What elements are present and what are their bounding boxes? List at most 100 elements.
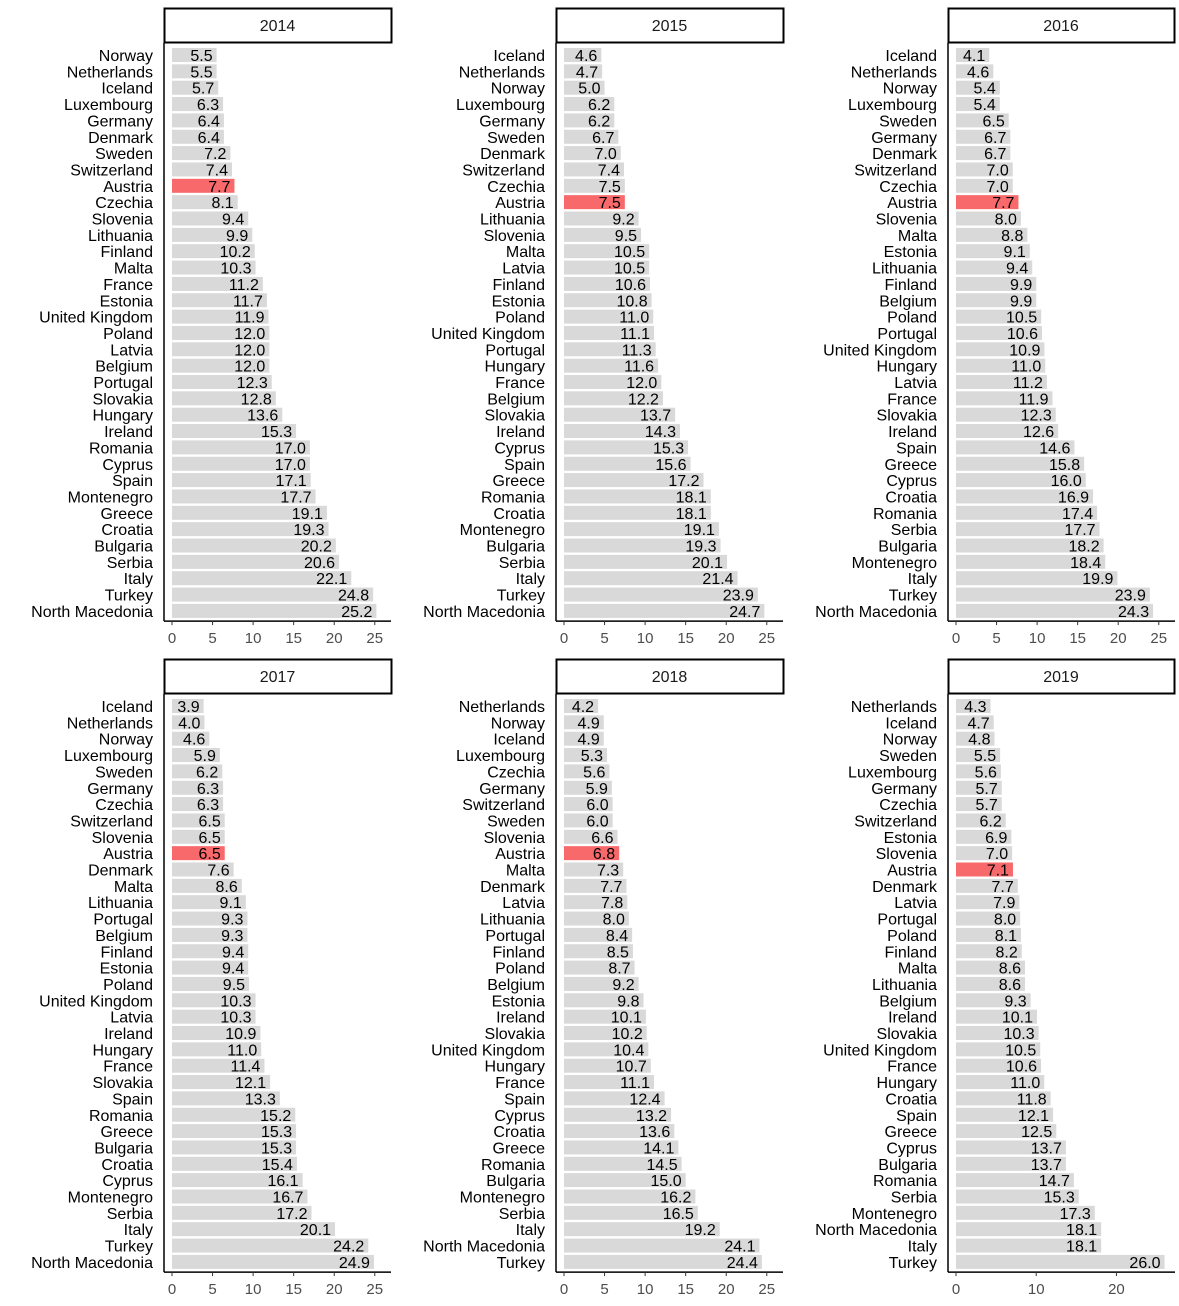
value-label: 12.3: [237, 375, 268, 392]
bar-turkey: [172, 1238, 369, 1253]
value-label: 8.4: [606, 928, 628, 945]
value-label: 9.4: [222, 961, 244, 978]
category-label: Serbia: [499, 1206, 545, 1223]
category-label: Turkey: [497, 588, 545, 605]
value-label: 9.9: [1010, 293, 1032, 310]
value-label: 4.2: [572, 699, 594, 716]
value-label: 4.7: [576, 64, 598, 81]
bar-netherlands: [956, 699, 991, 713]
bar-latvia: [564, 260, 650, 275]
category-label: Romania: [481, 1157, 545, 1174]
category-label: France: [103, 277, 153, 294]
bar-latvia: [172, 1009, 256, 1024]
category-label: Denmark: [88, 863, 154, 880]
category-label: Romania: [873, 506, 937, 523]
x-tick-label: 0: [952, 630, 960, 647]
category-label: Netherlands: [851, 699, 937, 716]
bar-norway: [172, 48, 217, 62]
value-label: 4.6: [183, 732, 205, 749]
value-label: 9.3: [221, 928, 243, 945]
category-label: Hungary: [877, 1075, 937, 1092]
facet-strip: [947, 658, 1176, 695]
bar-slovenia: [956, 211, 1021, 226]
bar-ireland: [172, 1026, 261, 1040]
bar-lithuania: [956, 976, 1025, 991]
category-label: Czechia: [879, 179, 937, 196]
value-label: 8.1: [995, 928, 1017, 945]
value-label: 20.1: [692, 555, 723, 572]
bar-iceland: [956, 48, 990, 62]
value-label: 9.4: [222, 212, 244, 229]
category-label: Portugal: [485, 342, 545, 359]
facet-strip: [163, 7, 393, 44]
bar-greece: [172, 505, 327, 520]
category-label: Hungary: [93, 408, 153, 425]
value-label: 17.2: [276, 1206, 307, 1223]
category-label: Italy: [124, 1222, 153, 1239]
category-label: Montenegro: [68, 489, 153, 506]
x-tick-label: 5: [208, 630, 216, 647]
bar-switzerland: [956, 813, 1006, 828]
category-label: United Kingdom: [39, 310, 153, 327]
category-label: Iceland: [101, 699, 153, 716]
category-label: Luxembourg: [456, 748, 545, 765]
category-label: Poland: [103, 326, 153, 343]
facet-title: 2018: [652, 669, 688, 686]
bar-croatia: [172, 522, 329, 537]
x-tick-label: 25: [758, 630, 775, 647]
value-label: 7.4: [598, 162, 620, 179]
category-label: Bulgaria: [94, 539, 153, 556]
value-label: 13.7: [1031, 1157, 1062, 1174]
bar-netherlands: [172, 64, 217, 79]
category-label: Netherlands: [851, 64, 937, 81]
value-label: 8.0: [995, 212, 1017, 229]
category-label: Croatia: [885, 489, 937, 506]
facet-panel-2016: 2016 Iceland 4.1 Netherlands 4.6 Norway 5.4 Lux…: [815, 7, 1176, 647]
category-label: Slovakia: [877, 1026, 938, 1043]
value-label: 18.4: [1070, 555, 1101, 572]
value-label: 6.5: [198, 830, 220, 847]
category-label: Montenegro: [68, 1190, 153, 1207]
facet-strip: [555, 658, 785, 695]
value-label: 5.5: [190, 64, 212, 81]
category-label: Serbia: [891, 1190, 937, 1207]
category-label: Montenegro: [852, 1206, 937, 1223]
bar-czechia: [956, 178, 1013, 193]
category-label: Slovenia: [92, 830, 153, 847]
bar-poland: [172, 976, 250, 991]
category-label: Bulgaria: [94, 1140, 153, 1157]
value-label: 4.6: [967, 64, 989, 81]
bar-germany: [956, 129, 1011, 144]
category-label: United Kingdom: [431, 326, 545, 343]
category-label: North Macedonia: [815, 604, 937, 621]
value-label: 7.1: [987, 863, 1009, 880]
category-label: Croatia: [493, 1124, 545, 1141]
value-label: 12.2: [628, 391, 659, 408]
category-label: United Kingdom: [823, 342, 937, 359]
bar-luxembourg: [564, 97, 615, 112]
bar-greece: [956, 456, 1085, 471]
category-label: Montenegro: [460, 522, 545, 539]
value-label: 11.0: [1010, 1075, 1040, 1092]
bar-luxembourg: [956, 764, 1001, 779]
category-label: Norway: [883, 732, 937, 749]
value-label: 4.6: [575, 48, 597, 65]
bar-spain: [564, 456, 691, 471]
category-label: Turkey: [105, 1239, 153, 1256]
bar-estonia: [956, 829, 1012, 844]
value-label: 8.7: [608, 961, 630, 978]
category-label: Latvia: [110, 342, 153, 359]
x-tick-label: 25: [366, 1281, 383, 1298]
value-label: 4.1: [963, 48, 985, 65]
value-label: 11.2: [1013, 375, 1043, 392]
bar-czechia: [564, 178, 625, 193]
bar-spain: [564, 1091, 665, 1106]
bar-greece: [172, 1124, 297, 1139]
value-label: 12.6: [1023, 424, 1054, 441]
value-label: 12.0: [626, 375, 657, 392]
bar-north-macedonia: [564, 603, 765, 618]
value-label: 19.2: [685, 1222, 716, 1239]
bar-portugal: [172, 375, 272, 389]
category-label: Montenegro: [460, 1190, 545, 1207]
